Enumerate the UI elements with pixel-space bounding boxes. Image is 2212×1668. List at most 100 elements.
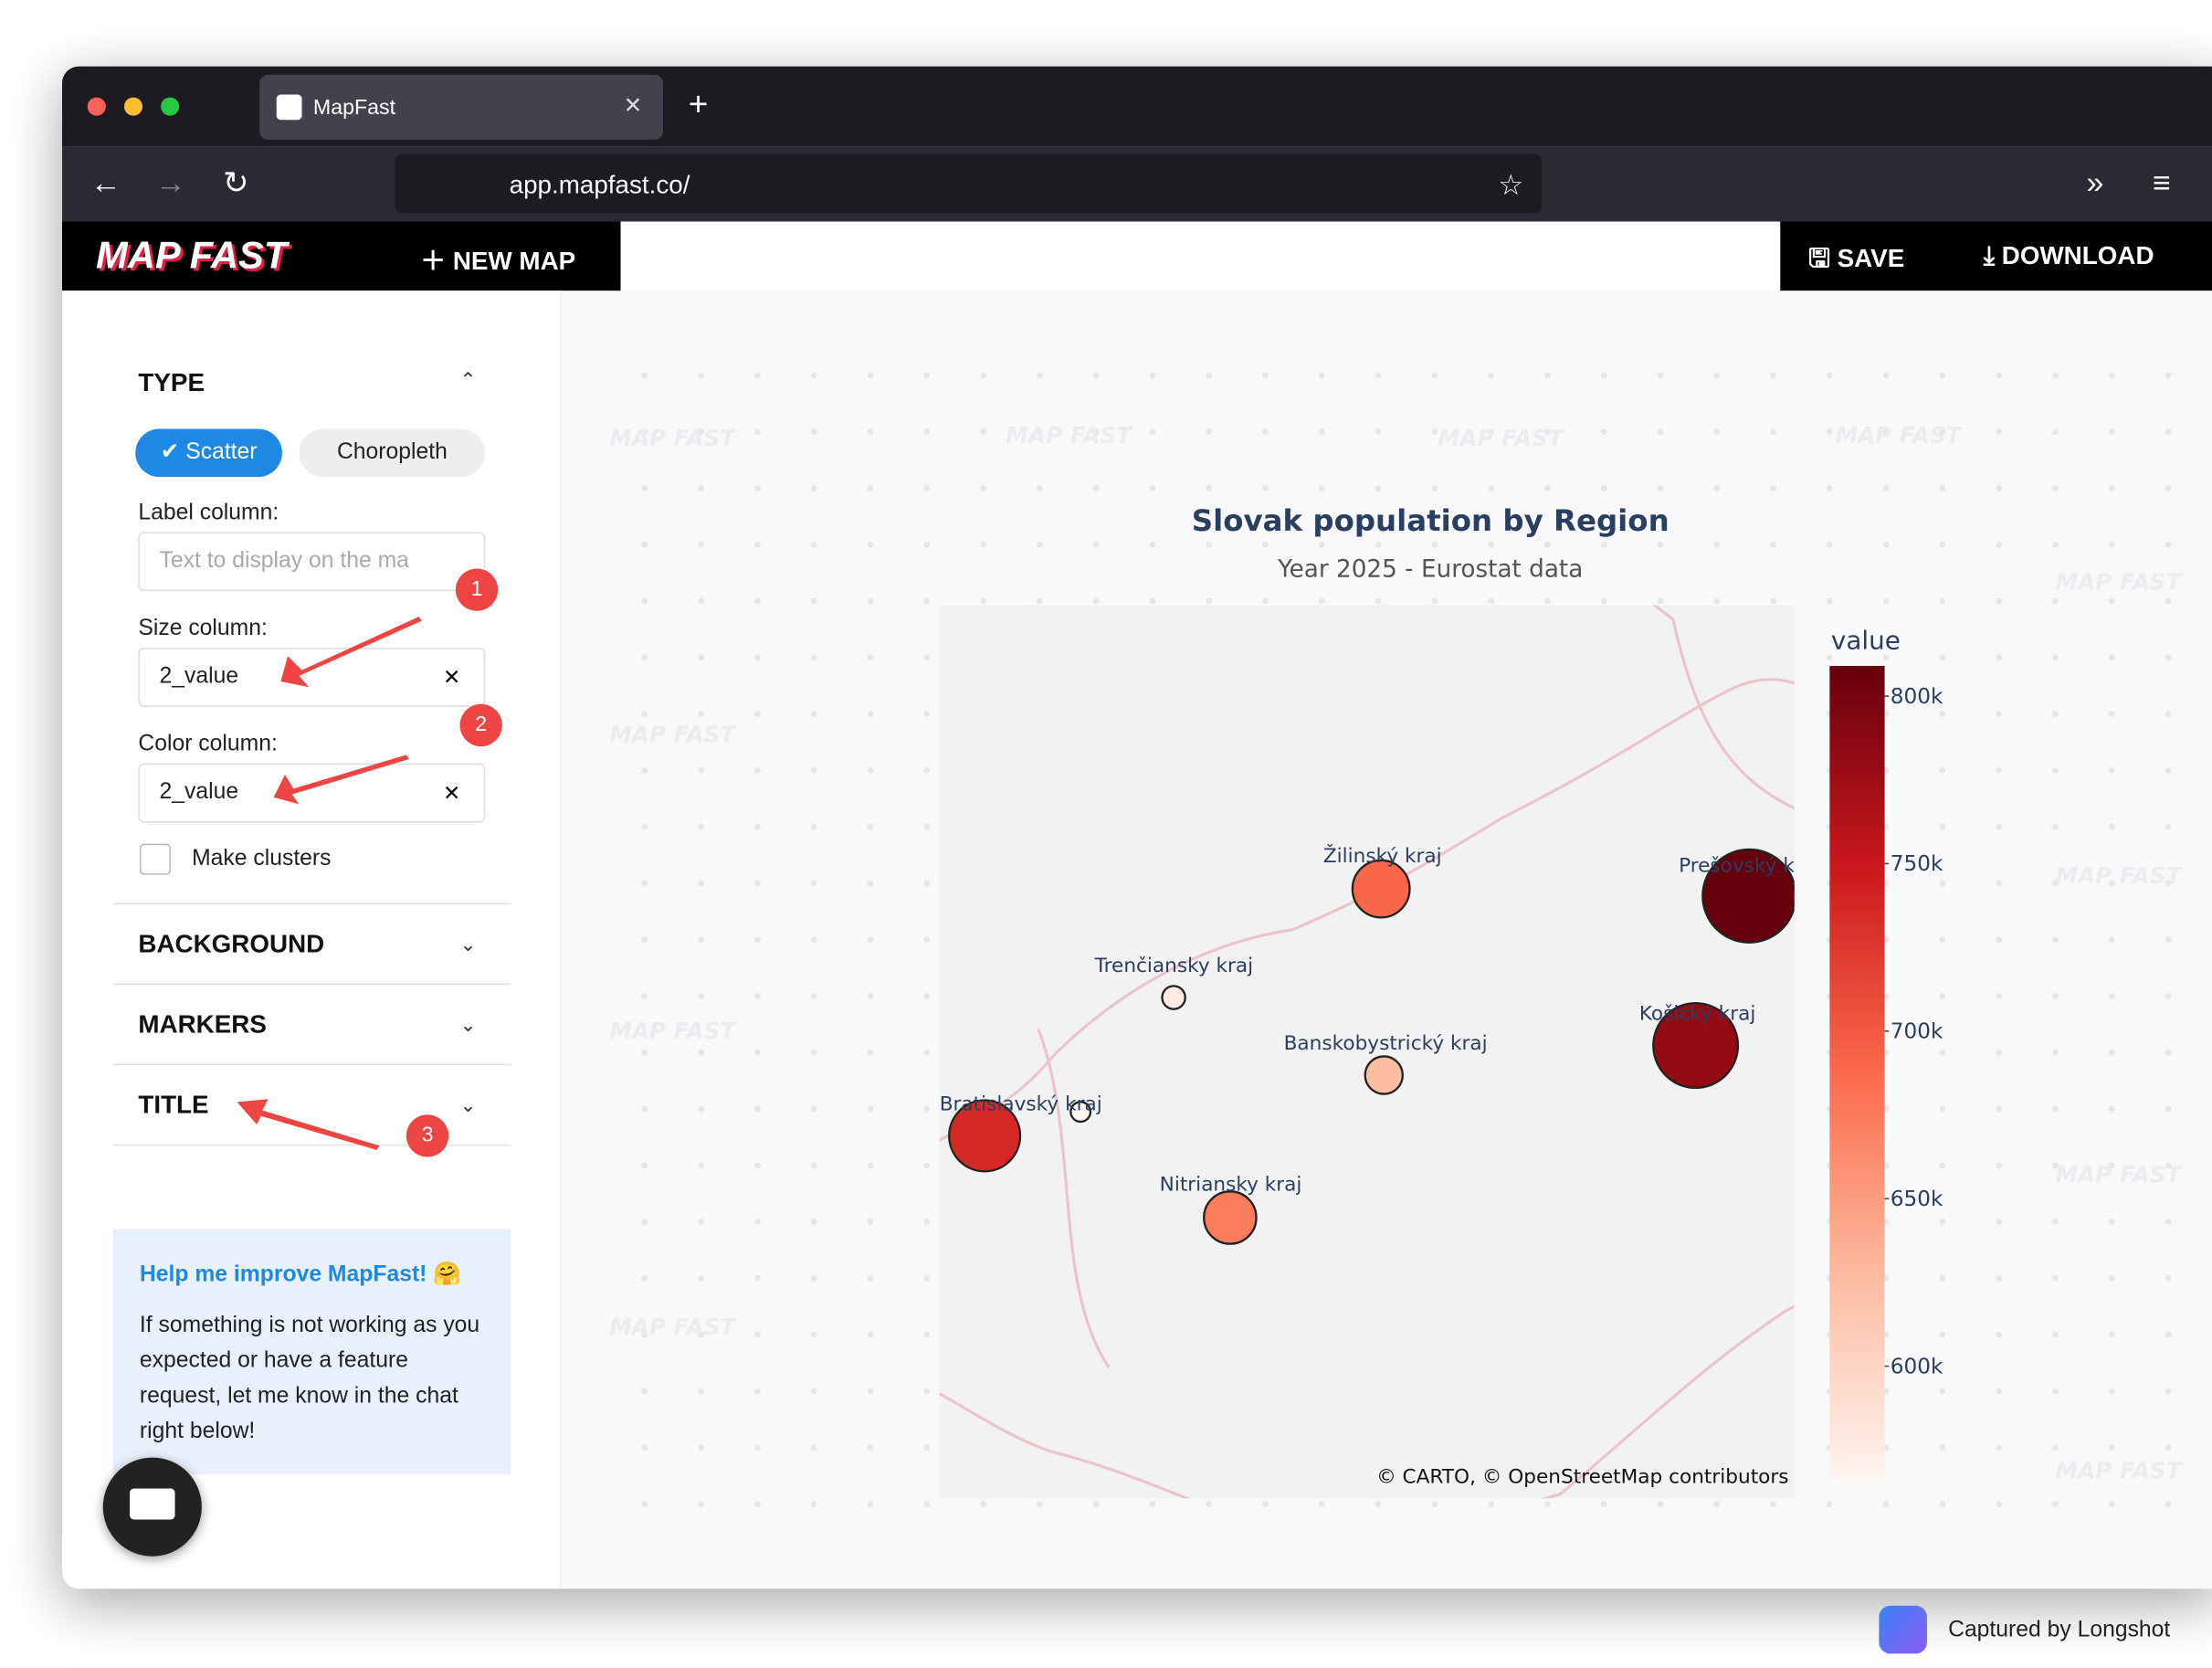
dot (754, 1162, 761, 1169)
save[interactable]: 🖫 SAVE (1808, 244, 1905, 273)
dot (2052, 1162, 2059, 1169)
dot (1770, 428, 1776, 436)
dot (1206, 485, 1213, 491)
marker (1069, 1101, 1092, 1124)
dot (867, 428, 874, 436)
marker (1203, 1190, 1258, 1245)
clusters-checkbox[interactable] (139, 843, 171, 875)
marker (1364, 1055, 1404, 1095)
dot (1544, 541, 1551, 548)
dot (2052, 1444, 2059, 1452)
dot (698, 1331, 705, 1338)
label-column-select[interactable]: Text to display on the ma (138, 532, 486, 592)
dot (923, 993, 931, 999)
type-title[interactable]: TYPE (138, 368, 205, 397)
dot (698, 1105, 705, 1113)
chevron[interactable]: ⌄ (459, 932, 477, 955)
dot (2052, 597, 2059, 605)
badge: 3 (406, 1114, 449, 1157)
dot (754, 597, 761, 605)
chevron[interactable]: ⌄ (459, 1013, 477, 1036)
clear-size[interactable]: ✕ (443, 666, 461, 691)
dot (1826, 654, 1833, 661)
new-tab[interactable]: + (688, 86, 709, 124)
dot (698, 1049, 705, 1056)
dot (1375, 541, 1382, 548)
dot (923, 880, 931, 887)
dot (641, 936, 648, 944)
dot (810, 1162, 817, 1169)
badge: 1 (455, 568, 499, 611)
dot (2108, 1219, 2115, 1226)
scatter-option[interactable]: ✔ Scatter (135, 428, 282, 478)
bookmark[interactable]: ☆ (1498, 170, 1524, 202)
tab-close[interactable]: ✕ (623, 94, 643, 119)
colorbar-tick-label: 650k (1891, 1188, 1943, 1211)
dot (2108, 1162, 2115, 1169)
dot (2165, 1275, 2172, 1282)
reload[interactable]: ↻ (223, 164, 249, 201)
dot (1713, 1501, 1721, 1507)
arrow (237, 1099, 380, 1150)
dot (641, 372, 648, 379)
dot (810, 1331, 817, 1338)
dot (754, 711, 761, 717)
close-dot[interactable] (87, 97, 106, 116)
dot (2052, 1049, 2059, 1056)
title-section[interactable]: TITLE (138, 1090, 209, 1119)
new-map[interactable]: ＋ NEW MAP (420, 247, 576, 276)
background-section[interactable]: BACKGROUND (138, 929, 325, 958)
dot (867, 1105, 874, 1113)
dot (1431, 372, 1438, 379)
dot (1149, 372, 1156, 379)
dot (1375, 428, 1382, 436)
forward[interactable]: → (154, 164, 186, 201)
dot (1939, 993, 1946, 999)
url-bar[interactable] (395, 153, 1543, 214)
dot (867, 1162, 874, 1169)
dot (1036, 485, 1043, 491)
dot (867, 597, 874, 605)
download[interactable]: ⤓ DOWNLOAD (1983, 241, 2154, 270)
dot (2052, 1219, 2059, 1226)
dot (1375, 597, 1382, 605)
tab[interactable] (259, 74, 663, 140)
size-column-select[interactable]: 2_value (138, 647, 486, 707)
dot (1375, 1501, 1382, 1507)
menu[interactable]: ≡ (2153, 164, 2171, 201)
min-dot[interactable] (123, 97, 143, 116)
dot (1375, 372, 1382, 379)
chevron-up[interactable]: ⌃ (459, 368, 477, 391)
dot (754, 1331, 761, 1338)
dot (754, 654, 761, 661)
dot (1996, 1501, 2003, 1507)
dot (810, 711, 817, 717)
dot (923, 597, 931, 605)
max-dot[interactable] (161, 97, 180, 116)
dot (810, 1219, 817, 1226)
markers-section[interactable]: MARKERS (138, 1009, 267, 1039)
dot (867, 880, 874, 887)
dot (2165, 1219, 2172, 1226)
dot (2108, 1444, 2115, 1452)
logo[interactable]: MAP FAST (96, 234, 288, 277)
dot (2108, 766, 2115, 774)
choropleth-option[interactable]: Choropleth (299, 428, 486, 478)
region-border (1652, 605, 1795, 810)
dot (641, 766, 648, 774)
color-column-select[interactable]: 2_value (138, 763, 486, 823)
dot (923, 766, 931, 774)
app-header-right (1780, 221, 2212, 291)
marker (1652, 1002, 1740, 1090)
overflow[interactable]: » (2086, 164, 2104, 201)
dot (1092, 485, 1100, 491)
dot (698, 654, 705, 661)
clear-color[interactable]: ✕ (443, 781, 461, 806)
dot (980, 428, 986, 436)
chevron[interactable]: ⌄ (459, 1093, 477, 1116)
back[interactable]: ← (90, 164, 121, 201)
dot (1996, 880, 2003, 887)
dot (2165, 485, 2172, 491)
help-title: Help me improve MapFast! 🤗 (139, 1262, 462, 1287)
dot (641, 597, 648, 605)
